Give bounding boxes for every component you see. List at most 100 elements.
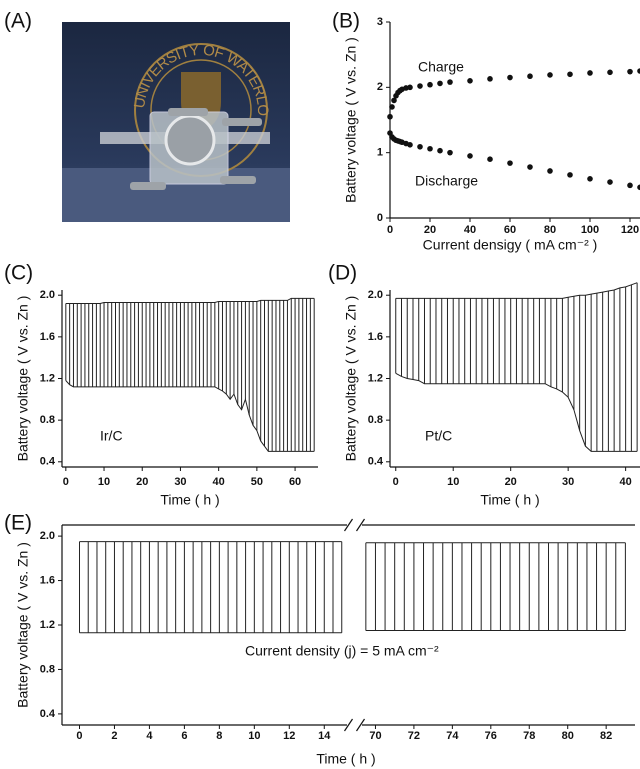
data-point — [407, 142, 413, 148]
x-tick-label: 10 — [98, 476, 110, 488]
y-tick-label: 1.6 — [40, 574, 55, 586]
y-tick-label: 0 — [377, 212, 383, 224]
series-label: Charge — [418, 59, 464, 75]
y-tick-label: 3 — [377, 16, 383, 28]
data-point — [387, 113, 393, 120]
data-point — [487, 156, 493, 162]
charge-line — [65, 297, 315, 305]
panel-label: (B) — [332, 10, 360, 33]
y-tick-label: 0.8 — [368, 414, 383, 426]
y-tick-label: 0.4 — [368, 456, 384, 468]
data-point — [487, 76, 493, 82]
x-tick-label: 40 — [620, 476, 632, 488]
axis-break — [356, 718, 365, 732]
y-tick-label: 0.4 — [40, 708, 56, 720]
discharge-line — [65, 380, 315, 452]
x-tick-label: 60 — [289, 476, 301, 488]
data-point — [627, 68, 633, 75]
x-tick-label: 100 — [581, 224, 599, 236]
x-tick-label: 40 — [213, 476, 225, 488]
annotation: Ir/C — [100, 428, 123, 444]
data-point — [607, 69, 613, 76]
x-axis-title: Current densigy ( mA cm⁻² ) — [423, 237, 598, 253]
y-tick-label: 1.2 — [40, 619, 55, 631]
y-tick-label: 2.0 — [40, 289, 55, 301]
data-point — [447, 79, 453, 85]
x-tick-label: 6 — [181, 730, 187, 742]
data-point — [389, 104, 395, 110]
x-tick-label: 0 — [393, 476, 399, 488]
data-point — [467, 78, 473, 84]
data-point — [607, 179, 613, 185]
x-tick-label: 0 — [387, 224, 393, 236]
data-point — [547, 72, 553, 78]
series-label: Discharge — [415, 173, 478, 189]
axis-break — [344, 518, 353, 532]
y-tick-label: 2.0 — [40, 530, 55, 542]
data-point — [437, 80, 443, 87]
x-tick-label: 14 — [318, 730, 331, 742]
x-axis-title: Time ( h ) — [316, 751, 375, 767]
x-tick-label: 30 — [174, 476, 186, 488]
x-tick-label: 74 — [446, 730, 459, 742]
x-tick-label: 80 — [544, 224, 556, 236]
x-tick-label: 30 — [562, 476, 574, 488]
y-axis-title: Battery voltage ( V vs. Zn ) — [15, 542, 31, 708]
axis-break — [356, 518, 365, 532]
y-tick-label: 0.8 — [40, 663, 55, 675]
annotation: Pt/C — [425, 428, 452, 444]
y-tick-label: 1 — [377, 147, 383, 159]
panel: (C) 0.4 0.8 1.2 1.6 2.0 0 10 20 30 40 50 60 Time ( h … — [4, 262, 318, 508]
data-point — [567, 71, 573, 78]
panel: (B) 0 1 2 3 0 20 40 60 80 100 120 Current densigy ( … — [332, 10, 640, 253]
data-point — [637, 184, 640, 191]
panel-label: (A) — [4, 10, 32, 33]
x-tick-label: 70 — [369, 730, 381, 742]
y-axis-title: Battery voltage ( V vs. Zn ) — [343, 37, 359, 203]
photo: UNIVERSITY OF WATERLOO — [0, 0, 290, 222]
y-tick-label: 1.6 — [40, 331, 55, 343]
panel-label: (E) — [4, 512, 32, 535]
discharge-line — [395, 372, 638, 452]
x-tick-label: 20 — [424, 224, 436, 236]
x-tick-label: 4 — [146, 730, 153, 742]
x-tick-label: 20 — [505, 476, 517, 488]
x-tick-label: 20 — [136, 476, 148, 488]
y-tick-label: 2.0 — [368, 289, 383, 301]
data-point — [407, 84, 413, 91]
data-point — [587, 70, 593, 76]
data-point — [527, 73, 533, 80]
x-tick-label: 0 — [63, 476, 69, 488]
data-point — [507, 160, 513, 166]
y-tick-label: 0.8 — [40, 414, 55, 426]
y-tick-label: 2 — [377, 81, 383, 93]
x-tick-label: 72 — [408, 730, 420, 742]
x-tick-label: 40 — [464, 224, 476, 236]
x-tick-label: 8 — [216, 730, 222, 742]
data-point — [547, 168, 553, 174]
x-tick-label: 10 — [248, 730, 260, 742]
x-tick-label: 2 — [111, 730, 117, 742]
data-point — [417, 143, 423, 150]
data-point — [567, 172, 573, 178]
x-tick-label: 78 — [523, 730, 535, 742]
panel: (D) 0.4 0.8 1.2 1.6 2.0 0 10 20 30 40 Time ( h ) Bat… — [328, 262, 640, 508]
data-point — [507, 74, 513, 81]
data-point — [467, 153, 473, 159]
data-point — [427, 81, 433, 88]
data-point — [527, 164, 533, 170]
x-tick-label: 80 — [562, 730, 574, 742]
annotation: Current density (j) = 5 mA cm⁻² — [245, 643, 439, 659]
x-tick-label: 120 — [621, 224, 639, 236]
charge-line — [395, 282, 638, 299]
data-point — [627, 182, 633, 189]
x-axis-title: Time ( h ) — [160, 492, 219, 508]
x-tick-label: 12 — [283, 730, 295, 742]
panel: (E) 0.4 0.8 1.2 1.6 2.0 0 2 4 6 8 10 12 14 70 72 74 76 78 8… — [4, 512, 635, 767]
data-point — [437, 147, 443, 154]
y-axis-title: Battery voltage ( V vs. Zn ) — [343, 296, 359, 462]
axis-break — [344, 718, 353, 732]
data-point — [587, 176, 593, 182]
data-point — [417, 83, 423, 89]
x-axis-title: Time ( h ) — [480, 492, 539, 508]
